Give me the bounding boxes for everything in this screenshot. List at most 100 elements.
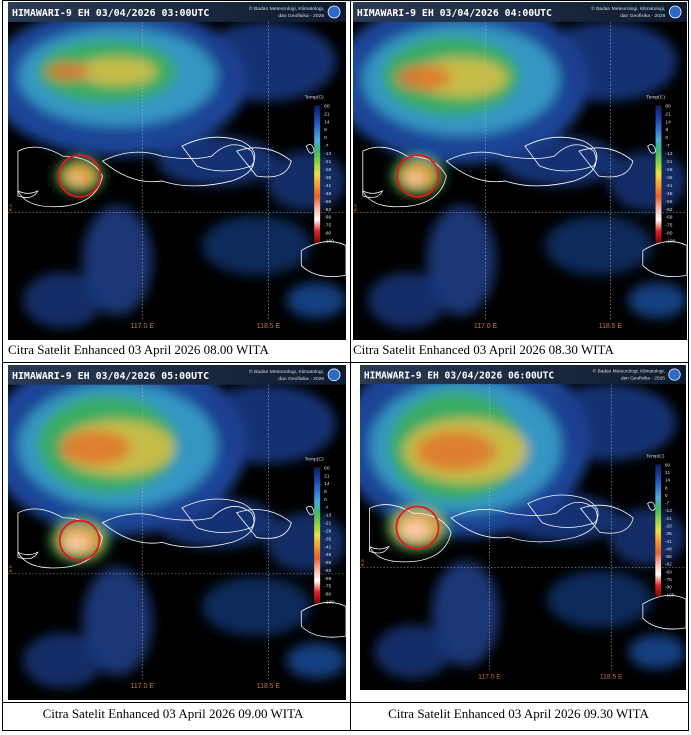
colorbar-label: -100	[324, 239, 334, 245]
colorbar-label: -62	[665, 562, 672, 568]
colorbar-label: -56	[665, 199, 672, 205]
colorbar-title: Temp(C)	[305, 457, 324, 463]
coastline	[642, 241, 687, 278]
figure-caption: Citra Satelit Enhanced 03 April 2026 08.…	[353, 342, 614, 357]
longitude-label: 118.5 E	[257, 323, 281, 330]
cloud	[608, 151, 687, 211]
colorbar-title: Temp(C)	[646, 94, 665, 100]
highlight-circle	[395, 505, 440, 550]
cloud-layer	[353, 2, 687, 329]
colorbar-label: -13	[665, 508, 672, 514]
cloud	[286, 642, 346, 679]
coastline	[17, 508, 103, 569]
longitude-label: 117.0 E	[131, 323, 155, 330]
cloud	[500, 136, 619, 186]
colorbar-label: 60	[665, 103, 671, 109]
colorbar-label: -80	[324, 231, 331, 237]
longitude-label: 117.0 E	[478, 674, 501, 681]
cloud	[266, 512, 346, 572]
cloud	[415, 430, 497, 472]
latitude-label: -9.0	[360, 559, 366, 568]
colorbar-label: -62	[324, 568, 331, 574]
coastline	[300, 241, 346, 278]
cloud	[22, 272, 103, 329]
colorbar-label: -21	[324, 521, 331, 527]
cloud	[374, 625, 452, 679]
satellite-image: HIMAWARI-9 EH 03/04/2026 04:00UTC © Badan…	[353, 2, 687, 340]
cloud	[286, 282, 346, 319]
colorbar-label: -41	[665, 183, 672, 189]
colorbar-label: 21	[665, 111, 671, 117]
header-bar	[353, 2, 687, 22]
copyright-text: © Badan Meteorologi, Klimatologi,	[591, 5, 665, 12]
coastline	[300, 602, 346, 638]
colorbar-label: -35	[665, 175, 672, 181]
colorbar-label: -56	[324, 199, 331, 205]
colorbar-label: -35	[324, 175, 331, 181]
cloud	[77, 57, 158, 86]
colorbar-label: 0	[665, 135, 668, 141]
coastline	[181, 136, 256, 172]
colorbar-label: 0	[665, 493, 668, 499]
longitude-label: 117.0 E	[131, 683, 155, 690]
colorbar-label: 8	[324, 127, 327, 133]
coastline	[579, 504, 634, 534]
satellite-image: HIMAWARI-9 EH 03/04/2026 05:00UTC © Badan…	[8, 365, 346, 700]
cloud	[59, 430, 132, 465]
figure-caption: Citra Satelit Enhanced 03 April 2026 09.…	[42, 706, 304, 721]
coastline	[642, 595, 686, 630]
colorbar-label: -41	[324, 544, 331, 550]
colorbar-label: -13	[665, 151, 672, 157]
agency-logo	[668, 368, 681, 381]
colorbar-label: 21	[324, 473, 330, 479]
colorbar-label: -62	[324, 207, 331, 213]
coastline	[369, 545, 390, 554]
colorbar-label: -35	[665, 531, 672, 537]
longitude-label: 117.0 E	[474, 323, 498, 330]
colorbar-label: -28	[665, 524, 672, 530]
coastline	[101, 144, 255, 187]
longitude-label: 118.5 E	[599, 323, 623, 330]
table-border	[350, 0, 351, 731]
cloud	[544, 215, 653, 276]
latitude-label: -9.0	[353, 204, 359, 213]
header-bar	[8, 2, 346, 22]
coastline	[362, 189, 384, 198]
colorbar-label: -75	[665, 223, 672, 229]
colorbar-label: -80	[324, 592, 331, 598]
coastline	[235, 147, 292, 178]
colorbar-label: 0	[324, 135, 327, 141]
header-text: HIMAWARI-9 EH 03/04/2026 05:00UTC	[12, 371, 209, 382]
colorbar-label: -7	[665, 501, 670, 507]
coastline	[527, 494, 599, 528]
cloud	[396, 65, 452, 91]
table-border	[2, 0, 689, 1]
cloud	[157, 136, 277, 186]
header-text: HIMAWARI-9 EH 03/04/2026 06:00UTC	[364, 370, 555, 381]
copyright-text: dan Geofisika - 2026	[620, 13, 666, 19]
cloud	[63, 534, 90, 553]
colorbar-label: -13	[324, 513, 331, 519]
colorbar-label: -48	[324, 191, 331, 197]
header-text: HIMAWARI-9 EH 03/04/2026 04:00UTC	[357, 8, 552, 19]
colorbar-label: -80	[665, 585, 672, 591]
longitude-label: 118.5 E	[257, 683, 281, 690]
table-border	[2, 702, 689, 703]
agency-logo	[668, 5, 682, 19]
highlight-circle	[57, 154, 102, 198]
cloud	[539, 21, 678, 102]
copyright-text: dan Geofisika - 2026	[278, 13, 324, 19]
colorbar	[314, 467, 321, 604]
coastline	[524, 136, 598, 172]
cloud	[22, 633, 103, 689]
colorbar-label: 14	[665, 478, 671, 484]
table-border	[2, 730, 689, 731]
colorbar-label: 8	[324, 489, 327, 495]
colorbar-label: 14	[324, 481, 330, 487]
coastline	[181, 498, 256, 533]
cloud	[201, 215, 312, 276]
coastline	[369, 504, 452, 563]
coastline	[101, 506, 255, 548]
table-border	[2, 0, 3, 731]
colorbar-label: 21	[324, 111, 330, 117]
